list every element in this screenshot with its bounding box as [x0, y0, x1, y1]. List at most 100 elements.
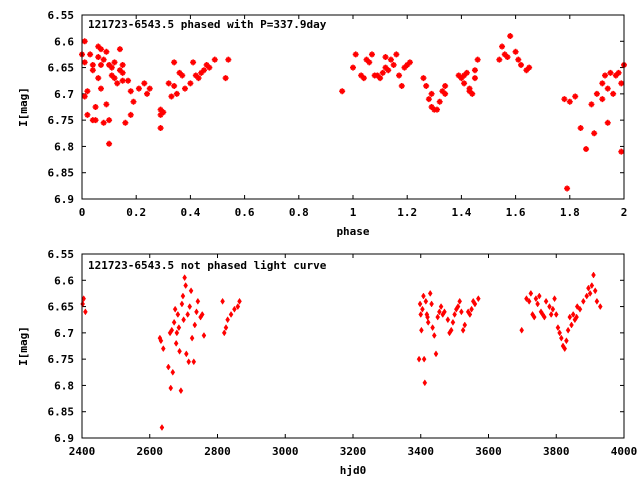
phased-data-point — [439, 88, 446, 95]
phased-data-point — [461, 72, 468, 79]
phased-data-point — [92, 104, 99, 110]
unphased-data-point — [547, 303, 552, 311]
unphased-data-point — [457, 297, 463, 305]
unphased-data-point — [574, 303, 580, 311]
phased-x-tick-label: 1.4 — [451, 206, 471, 219]
unphased-data-point — [437, 308, 442, 316]
phased-data-point — [106, 61, 113, 68]
unphased-y-tick-label: 6.75 — [48, 353, 75, 366]
phased-data-point — [390, 61, 397, 68]
phased-data-point — [583, 146, 590, 153]
phased-data-point — [127, 111, 134, 118]
phased-data-point — [165, 80, 172, 87]
phased-data-point — [604, 119, 611, 126]
phased-data-point — [398, 82, 405, 89]
unphased-data-point — [591, 271, 596, 279]
phased-data-point — [591, 130, 598, 137]
phased-data-point — [618, 148, 625, 155]
phased-data-point — [387, 56, 394, 63]
phased-data-point — [458, 75, 465, 82]
phased-data-points — [79, 33, 627, 192]
unphased-y-tick-label: 6.8 — [54, 379, 74, 392]
phased-data-point — [471, 67, 478, 74]
phased-data-point — [339, 88, 346, 95]
phased-data-point — [130, 98, 137, 105]
unphased-data-point — [570, 311, 576, 318]
unphased-data-point — [173, 339, 179, 347]
phased-data-point — [518, 61, 525, 68]
unphased-data-point — [472, 300, 478, 308]
unphased-data-point — [438, 303, 444, 311]
phased-data-point — [377, 75, 384, 82]
phased-data-point — [368, 51, 375, 58]
phased-data-point — [396, 72, 403, 79]
unphased-data-point — [178, 387, 184, 395]
phased-data-point — [618, 80, 625, 87]
phased-data-point — [81, 38, 88, 45]
unphased-data-point — [159, 424, 165, 431]
phased-data-point — [114, 80, 121, 87]
phased-data-point — [406, 59, 413, 66]
phased-data-point — [106, 140, 113, 147]
unphased-data-point — [448, 326, 454, 334]
phased-data-point — [176, 69, 183, 76]
phased-data-point — [374, 72, 381, 79]
unphased-y-tick-label: 6.55 — [48, 248, 75, 261]
phased-data-point — [116, 46, 123, 53]
unphased-data-point — [567, 313, 573, 321]
phased-data-point — [135, 85, 142, 92]
phased-data-point — [108, 72, 115, 79]
phased-data-point — [442, 82, 449, 89]
unphased-data-point — [172, 305, 178, 313]
phased-data-point — [160, 109, 167, 116]
phased-data-point — [428, 90, 435, 97]
phased-data-point — [350, 64, 356, 71]
unphased-data-point — [168, 384, 174, 392]
unphased-data-point — [177, 347, 182, 355]
unphased-data-point — [180, 292, 186, 300]
phased-y-tick-label: 6.75 — [48, 114, 75, 127]
phased-data-point — [499, 43, 506, 50]
unphased-data-point — [194, 308, 199, 316]
unphased-data-point — [418, 311, 424, 318]
phased-data-point — [171, 82, 178, 89]
phased-ticks: 0 0.2 0.4 0.6 0.8 1 1.2 1.4 1.6 1.8 2 6.55 6.6 6.65 6.… — [48, 9, 628, 219]
phased-data-point — [100, 119, 107, 126]
unphased-data-point — [569, 321, 574, 329]
unphased-plot-title: 121723-6543.5 not phased light curve — [88, 259, 327, 272]
unphased-data-point — [195, 297, 201, 305]
phased-data-point — [420, 75, 427, 82]
unphased-data-point — [187, 303, 193, 311]
phased-plot-frame — [81, 14, 625, 200]
unphased-data-point — [550, 305, 556, 313]
phased-data-point — [127, 88, 134, 95]
unphased-data-point — [425, 318, 431, 326]
phased-x-axis-label: phase — [336, 225, 369, 238]
phased-y-axis-label: I[mag] — [17, 87, 30, 127]
phased-data-point — [179, 72, 186, 79]
phased-data-point — [471, 75, 478, 82]
unphased-data-point — [594, 297, 600, 305]
unphased-data-point — [524, 295, 529, 303]
phased-data-point — [81, 59, 88, 66]
unphased-x-tick-label: 3000 — [272, 445, 299, 458]
unphased-data-point — [179, 300, 185, 308]
unphased-data-point — [442, 308, 447, 316]
phased-data-point — [89, 67, 96, 74]
phased-data-point — [607, 69, 614, 76]
phased-data-point — [360, 75, 367, 82]
phased-data-point — [141, 80, 148, 87]
phased-data-point — [455, 72, 462, 79]
phased-data-point — [168, 93, 175, 100]
unphased-data-point — [584, 292, 590, 300]
phased-x-tick-label: 1.8 — [560, 206, 580, 219]
unphased-ticks: 2400 2600 2800 3000 3200 3400 3600 3800 4000 6.55… — [48, 248, 638, 458]
phased-data-point — [87, 51, 94, 58]
phased-data-point — [572, 93, 579, 100]
phased-data-point — [442, 90, 449, 97]
phased-data-point — [469, 90, 476, 97]
phased-data-point — [198, 69, 205, 76]
phased-data-point — [92, 117, 99, 124]
phased-data-point — [81, 93, 88, 100]
phased-data-point — [157, 106, 164, 113]
